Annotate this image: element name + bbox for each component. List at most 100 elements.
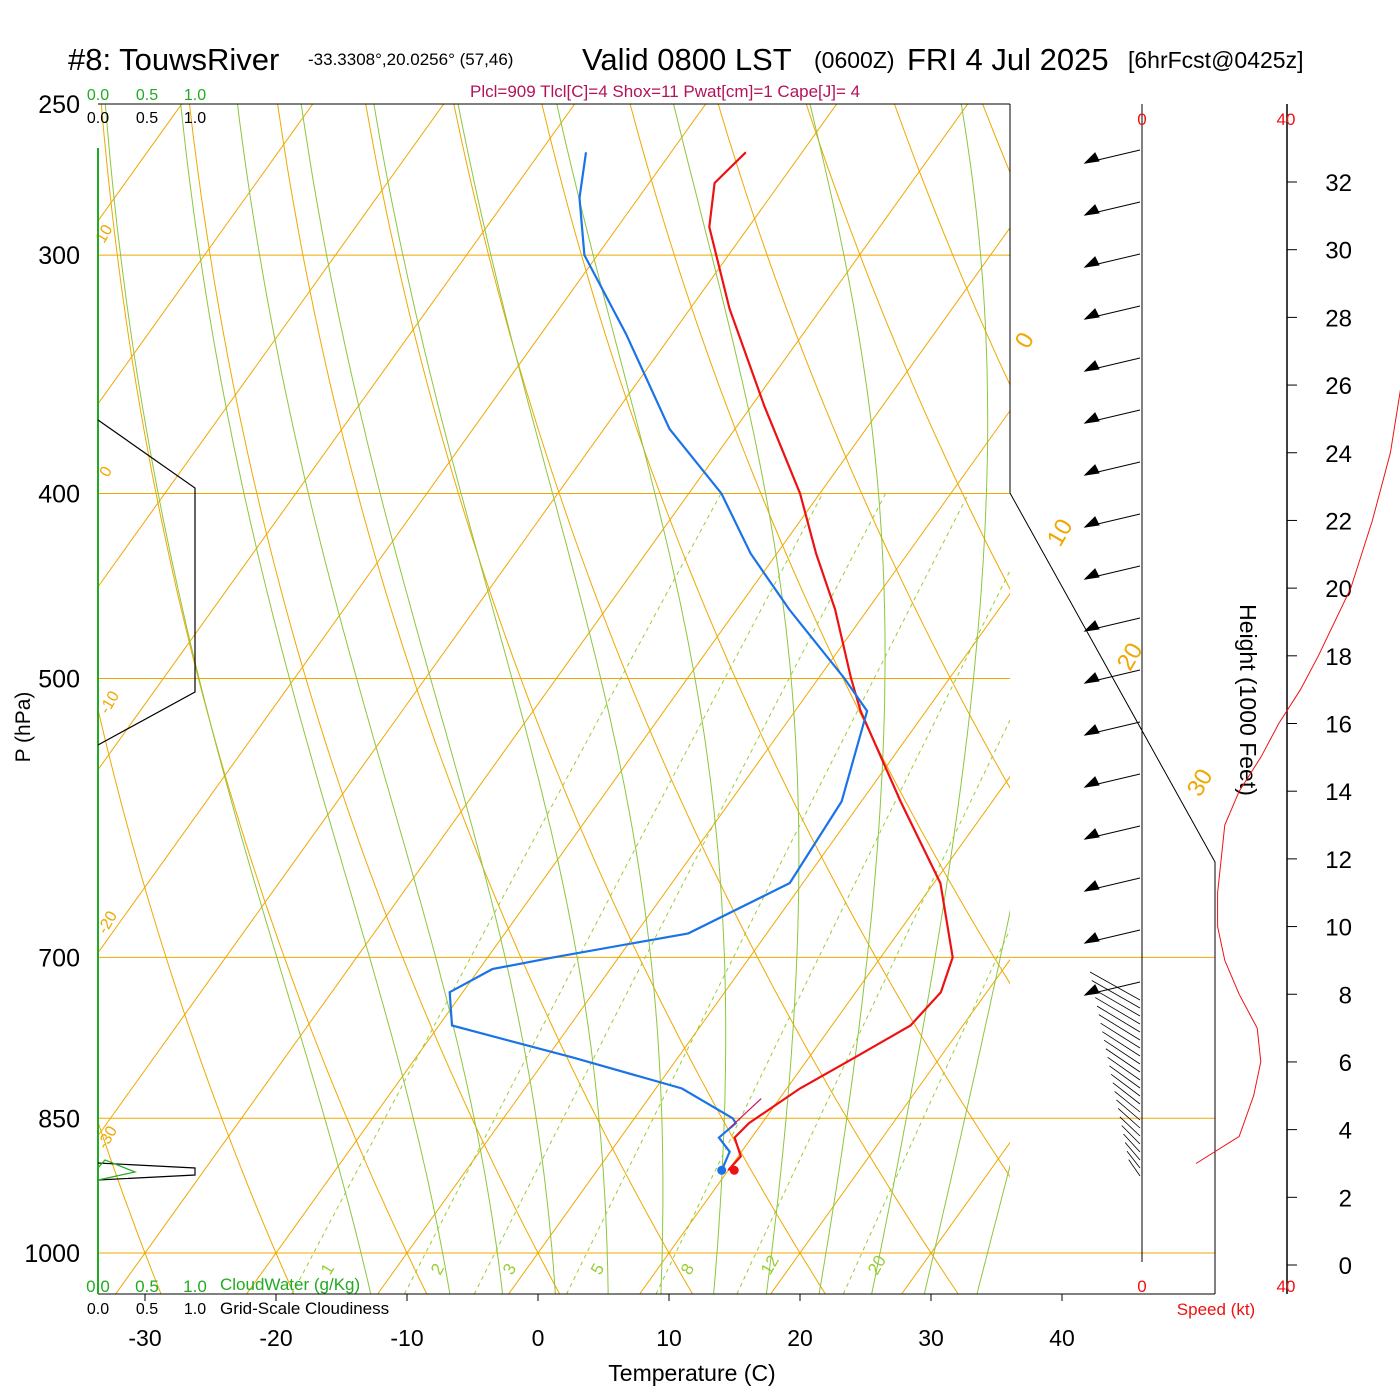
speed-tick-bottom: 40 — [1277, 1277, 1296, 1296]
isotherm-line — [98, 104, 314, 405]
moist-adiabat — [457, 104, 664, 1294]
mixing-ratio-label: 20 — [864, 1252, 890, 1278]
mixing-ratio-line — [403, 493, 824, 1294]
wind-barb — [1103, 1039, 1141, 1065]
isotherm-label: 0 — [97, 464, 116, 480]
isotherm-label: 20 — [1112, 638, 1149, 675]
wind-barb — [1105, 1048, 1141, 1073]
height-axis-title: Height (1000 Feet) — [1235, 604, 1261, 796]
wind-barb — [1102, 1031, 1141, 1057]
wind-barb — [1110, 1074, 1141, 1097]
wind-barb-flag — [1083, 152, 1100, 164]
cloudiness-tick-top: 0.5 — [136, 110, 158, 127]
cloudwater-tick-bottom: 0.5 — [135, 1277, 159, 1296]
wind-barb-flag — [1083, 464, 1100, 476]
wind-barb — [1091, 980, 1141, 1009]
dry-adiabat — [98, 1120, 162, 1294]
isotherm-line — [1158, 70, 1400, 1301]
x-tick-label: -30 — [128, 1325, 161, 1351]
isotherm-line — [770, 958, 1010, 1294]
moist-adiabat — [976, 1163, 1010, 1294]
height-tick-label: 26 — [1325, 373, 1352, 400]
cloudwater-profile — [97, 1159, 138, 1181]
y-tick-label: 1000 — [24, 1240, 80, 1268]
dry-adiabat — [1144, 70, 1400, 1301]
mixing-ratio-line — [291, 493, 722, 1294]
dry-adiabat — [277, 104, 694, 1294]
wind-barb-flag — [1083, 880, 1100, 892]
mixing-ratio-label: 2 — [427, 1260, 448, 1278]
dry-adiabat — [98, 707, 295, 1294]
moist-adiabat — [556, 104, 727, 1294]
height-tick-label: 14 — [1325, 779, 1352, 806]
wind-barb — [1128, 1159, 1141, 1177]
valid-time: Valid 0800 LST — [582, 42, 792, 77]
wind-barb — [1116, 1099, 1141, 1121]
wind-barb — [1095, 997, 1141, 1025]
y-tick-label: 700 — [38, 944, 80, 972]
mixing-ratio-label: 5 — [587, 1260, 608, 1278]
wind-barb — [1093, 988, 1141, 1017]
y-axis-title: P (hPa) — [12, 692, 35, 763]
cloudiness-tick-bottom: 1.0 — [184, 1301, 206, 1318]
dry-adiabat — [805, 104, 1010, 591]
height-tick-label: 24 — [1325, 441, 1352, 468]
wind-barb-flag — [1083, 360, 1100, 372]
dry-adiabat — [100, 104, 428, 1294]
mixing-ratio-line — [736, 719, 1010, 1294]
mixing-ratio-line — [655, 569, 1010, 1294]
x-tick-label: 30 — [918, 1325, 944, 1351]
height-tick-label: 20 — [1325, 576, 1352, 603]
dry-adiabat — [629, 104, 1010, 985]
y-tick-label: 400 — [38, 481, 80, 509]
surface-dewpoint-marker — [717, 1165, 727, 1175]
dry-adiabat — [717, 104, 1010, 789]
wind-barb-flag — [1083, 308, 1100, 320]
speed-tick-top: 0 — [1137, 110, 1146, 129]
height-tick-label: 12 — [1325, 847, 1352, 874]
dewpoint-trace — [448, 152, 869, 1171]
wind-barb — [1114, 1091, 1141, 1113]
dry-adiabat — [188, 104, 561, 1294]
moist-adiabat — [373, 104, 609, 1294]
mixing-ratio-label: 8 — [677, 1260, 698, 1278]
wind-barb — [1119, 1116, 1141, 1137]
mixing-ratio-line — [566, 493, 969, 1294]
wind-barb — [1089, 971, 1141, 1001]
wind-barb-flag — [1083, 724, 1100, 736]
x-axis-title: Temperature (C) — [608, 1360, 775, 1386]
isotherm-label: 10 — [93, 222, 117, 246]
parcel-trace — [729, 1098, 762, 1129]
x-tick-label: -10 — [390, 1325, 423, 1351]
moist-adiabat — [672, 104, 800, 1294]
isotherm-line — [115, 104, 969, 1294]
x-tick-label: 40 — [1049, 1325, 1075, 1351]
wind-barb — [1123, 1133, 1141, 1153]
y-tick-label: 850 — [38, 1105, 80, 1133]
plot-frame-slant — [1009, 492, 1216, 1294]
wind-barb-flag — [1083, 776, 1100, 788]
wind-barb-flag — [1083, 256, 1100, 268]
isotherm-line — [98, 104, 445, 588]
height-tick-label: 4 — [1339, 1118, 1352, 1145]
height-tick-label: 16 — [1325, 712, 1352, 739]
speed-tick-top: 40 — [1277, 110, 1296, 129]
height-tick-label: 32 — [1325, 170, 1352, 197]
isotherm-line — [377, 409, 1010, 1294]
speed-tick-bottom: 0 — [1137, 1277, 1146, 1296]
cloudwater-tick-bottom: 1.0 — [183, 1277, 207, 1296]
moist-adiabat — [180, 104, 451, 1294]
cloudiness-label: Grid-Scale Cloudiness — [220, 1299, 389, 1318]
isotherm-label: 30 — [1182, 764, 1219, 801]
y-tick-label: 250 — [38, 91, 80, 119]
moist-adiabat — [809, 104, 886, 1294]
moist-adiabat — [871, 104, 989, 1294]
moist-adiabat — [923, 909, 1010, 1294]
wind-barb-flag — [1083, 568, 1100, 580]
dry-adiabat — [453, 104, 959, 1294]
mixing-ratio-label: 3 — [499, 1260, 520, 1278]
isotherm-label: -10 — [97, 688, 123, 717]
isotherm-label: 10 — [1042, 514, 1079, 551]
height-tick-label: 28 — [1325, 305, 1352, 332]
